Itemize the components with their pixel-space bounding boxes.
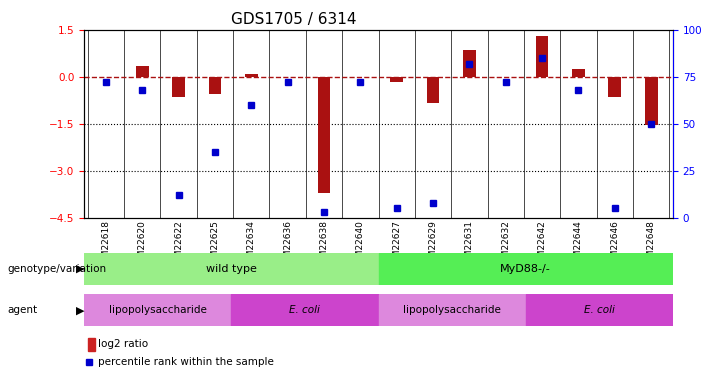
Text: ▶: ▶	[76, 305, 84, 315]
Text: genotype/variation: genotype/variation	[7, 264, 106, 274]
Bar	[231, 294, 379, 326]
Bar	[536, 36, 548, 77]
Text: percentile rank within the sample: percentile rank within the sample	[98, 357, 274, 367]
Bar	[209, 77, 222, 94]
Text: log2 ratio: log2 ratio	[98, 339, 149, 349]
Bar	[645, 77, 658, 125]
Bar	[608, 77, 621, 97]
Bar	[379, 253, 673, 285]
Bar	[172, 77, 185, 97]
Bar	[390, 77, 403, 82]
Text: E. coli: E. coli	[290, 305, 320, 315]
Text: lipopolysaccharide: lipopolysaccharide	[109, 305, 207, 315]
Bar	[463, 50, 476, 77]
Text: lipopolysaccharide: lipopolysaccharide	[403, 305, 501, 315]
Bar	[572, 69, 585, 77]
Bar	[245, 74, 258, 77]
Bar	[379, 294, 526, 326]
Bar	[526, 294, 673, 326]
Bar	[136, 66, 149, 77]
Bar	[84, 253, 379, 285]
Text: ▶: ▶	[76, 264, 84, 274]
Bar	[88, 338, 95, 351]
Text: wild type: wild type	[206, 264, 257, 274]
Text: MyD88-/-: MyD88-/-	[501, 264, 551, 274]
Text: GDS1705 / 6314: GDS1705 / 6314	[231, 12, 357, 27]
Bar	[84, 294, 231, 326]
Bar	[318, 77, 330, 192]
Text: E. coli: E. coli	[584, 305, 615, 315]
Bar	[427, 77, 440, 104]
Text: agent: agent	[7, 305, 37, 315]
